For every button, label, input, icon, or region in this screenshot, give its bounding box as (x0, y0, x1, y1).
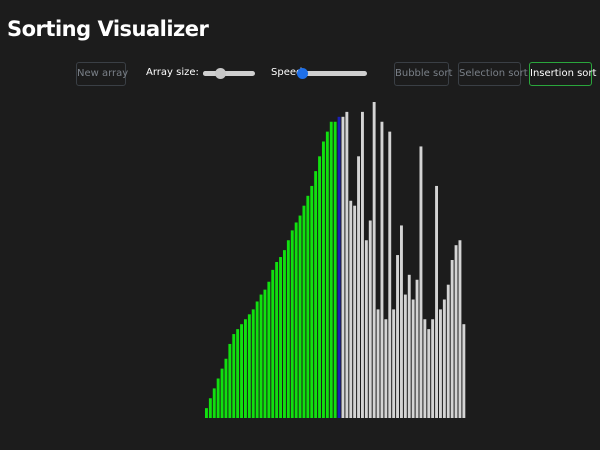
array-bar (439, 309, 442, 419)
array-bar (349, 200, 353, 418)
array-bar (298, 215, 302, 418)
array-bar (232, 334, 236, 418)
array-bar (294, 222, 298, 418)
array-bar (329, 121, 333, 418)
array-bar (384, 319, 388, 418)
array-bar (364, 240, 368, 418)
selection-sort-button[interactable]: Selection sort (458, 62, 528, 86)
new-array-button[interactable]: New array (76, 62, 128, 86)
array-bar (212, 388, 216, 419)
array-bar (306, 195, 310, 418)
array-bar (275, 261, 279, 419)
speed-label: Speed: (271, 67, 306, 78)
insertion-sort-button[interactable]: Insertion sort (529, 62, 596, 86)
array-bar (423, 319, 427, 418)
array-bar (279, 257, 282, 418)
array-bar (263, 289, 267, 419)
array-bar (205, 408, 208, 419)
array-bar (325, 131, 329, 419)
array-bar (247, 314, 251, 418)
array-bar (286, 240, 290, 418)
array-bar (396, 255, 399, 418)
array-bar (216, 378, 220, 418)
array-bar (224, 358, 228, 418)
speed-slider-thumb[interactable] (297, 68, 308, 79)
array-bar (458, 240, 462, 418)
array-bar (427, 329, 431, 419)
array-bar (415, 279, 419, 418)
speed-slider[interactable] (297, 68, 367, 79)
array-bar (380, 121, 384, 418)
array-bar (267, 281, 271, 419)
array-bar (310, 185, 314, 418)
array-bar (431, 319, 435, 418)
array-size-label: Array size: (146, 67, 199, 78)
array-bar (419, 146, 423, 418)
page-title: Sorting Visualizer (7, 17, 209, 41)
array-bar (314, 171, 318, 419)
array-bar (368, 220, 372, 418)
array-bar (400, 225, 403, 418)
array-bar (255, 301, 259, 419)
array-bar (251, 309, 255, 419)
array-bar (244, 319, 247, 418)
array-bar (302, 205, 306, 418)
bubble-sort-button[interactable]: Bubble sort (394, 62, 452, 86)
array-bar (361, 111, 364, 419)
array-bar (322, 141, 325, 418)
array-bar (341, 116, 345, 418)
array-bar (372, 102, 376, 418)
array-size-slider-fill (203, 71, 221, 76)
array-bar (259, 294, 263, 418)
array-bar (240, 324, 243, 418)
array-bar (353, 205, 357, 418)
array-bar (462, 324, 466, 418)
array-bar (318, 156, 321, 418)
array-bar (403, 294, 407, 418)
array-bar (411, 299, 415, 418)
array-bar (435, 185, 438, 418)
array-bar (376, 309, 380, 419)
array-bar (357, 156, 360, 418)
array-bar (450, 260, 454, 418)
array-bar (442, 299, 446, 418)
array-bar (208, 398, 212, 418)
array-bar (454, 245, 458, 418)
array-bar (392, 309, 396, 419)
array-bar (388, 131, 392, 419)
array-bar (236, 329, 240, 419)
array-bar (220, 368, 224, 419)
array-bar (228, 343, 232, 418)
array-bar (407, 274, 411, 418)
array-bar (271, 269, 275, 419)
array-bar (446, 284, 450, 418)
array-bar (333, 121, 337, 418)
array-bar (290, 230, 294, 419)
array-bar (337, 116, 341, 418)
array-size-slider[interactable] (203, 68, 255, 79)
array-bar (345, 111, 349, 419)
array-size-slider-thumb[interactable] (215, 68, 227, 79)
array-bar (283, 250, 286, 419)
